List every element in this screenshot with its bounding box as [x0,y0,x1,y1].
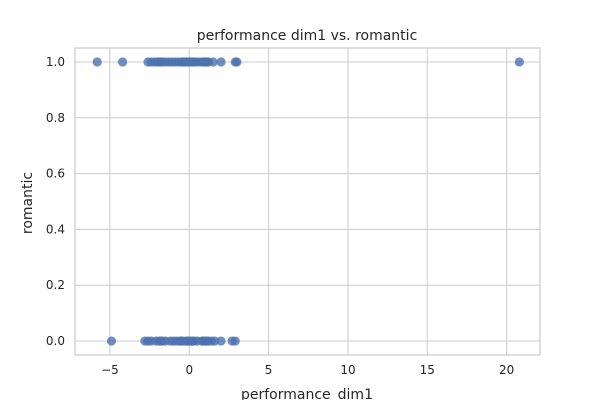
x-tick-label: 10 [340,363,355,377]
x-tick-label: 5 [265,363,273,377]
chart-title: performance dim1 vs. romantic [197,28,418,44]
data-point [106,336,117,346]
y-tick-labels: 0.0 0.2 0.4 0.6 0.8 1.0 [46,55,65,348]
y-tick-label: 0.0 [46,334,65,348]
y-tick-label: 0.2 [46,278,65,292]
x-axis-label: performance_dim1 [241,387,373,400]
y-tick-label: 0.6 [46,167,65,181]
x-tick-label: 0 [185,363,193,377]
data-point [92,57,102,67]
x-tick-labels: −5 0 5 10 15 20 [101,363,514,377]
data-point [216,57,226,67]
y-tick-label: 0.8 [46,111,65,125]
axes-frame [74,47,541,356]
data-point [210,336,220,346]
x-tick-label: −5 [101,363,119,377]
data-point [118,57,128,67]
y-tick-label: 0.4 [46,222,65,236]
grid-lines [75,48,540,355]
data-point [514,57,524,67]
data-point [208,57,218,67]
data-points [92,57,524,346]
data-point [230,336,240,346]
y-tick-label: 1.0 [46,55,65,69]
x-tick-label: 15 [420,363,435,377]
x-tick-label: 20 [499,363,514,377]
data-point [232,57,242,67]
data-point [216,336,226,346]
y-axis-label: romantic [20,172,36,234]
